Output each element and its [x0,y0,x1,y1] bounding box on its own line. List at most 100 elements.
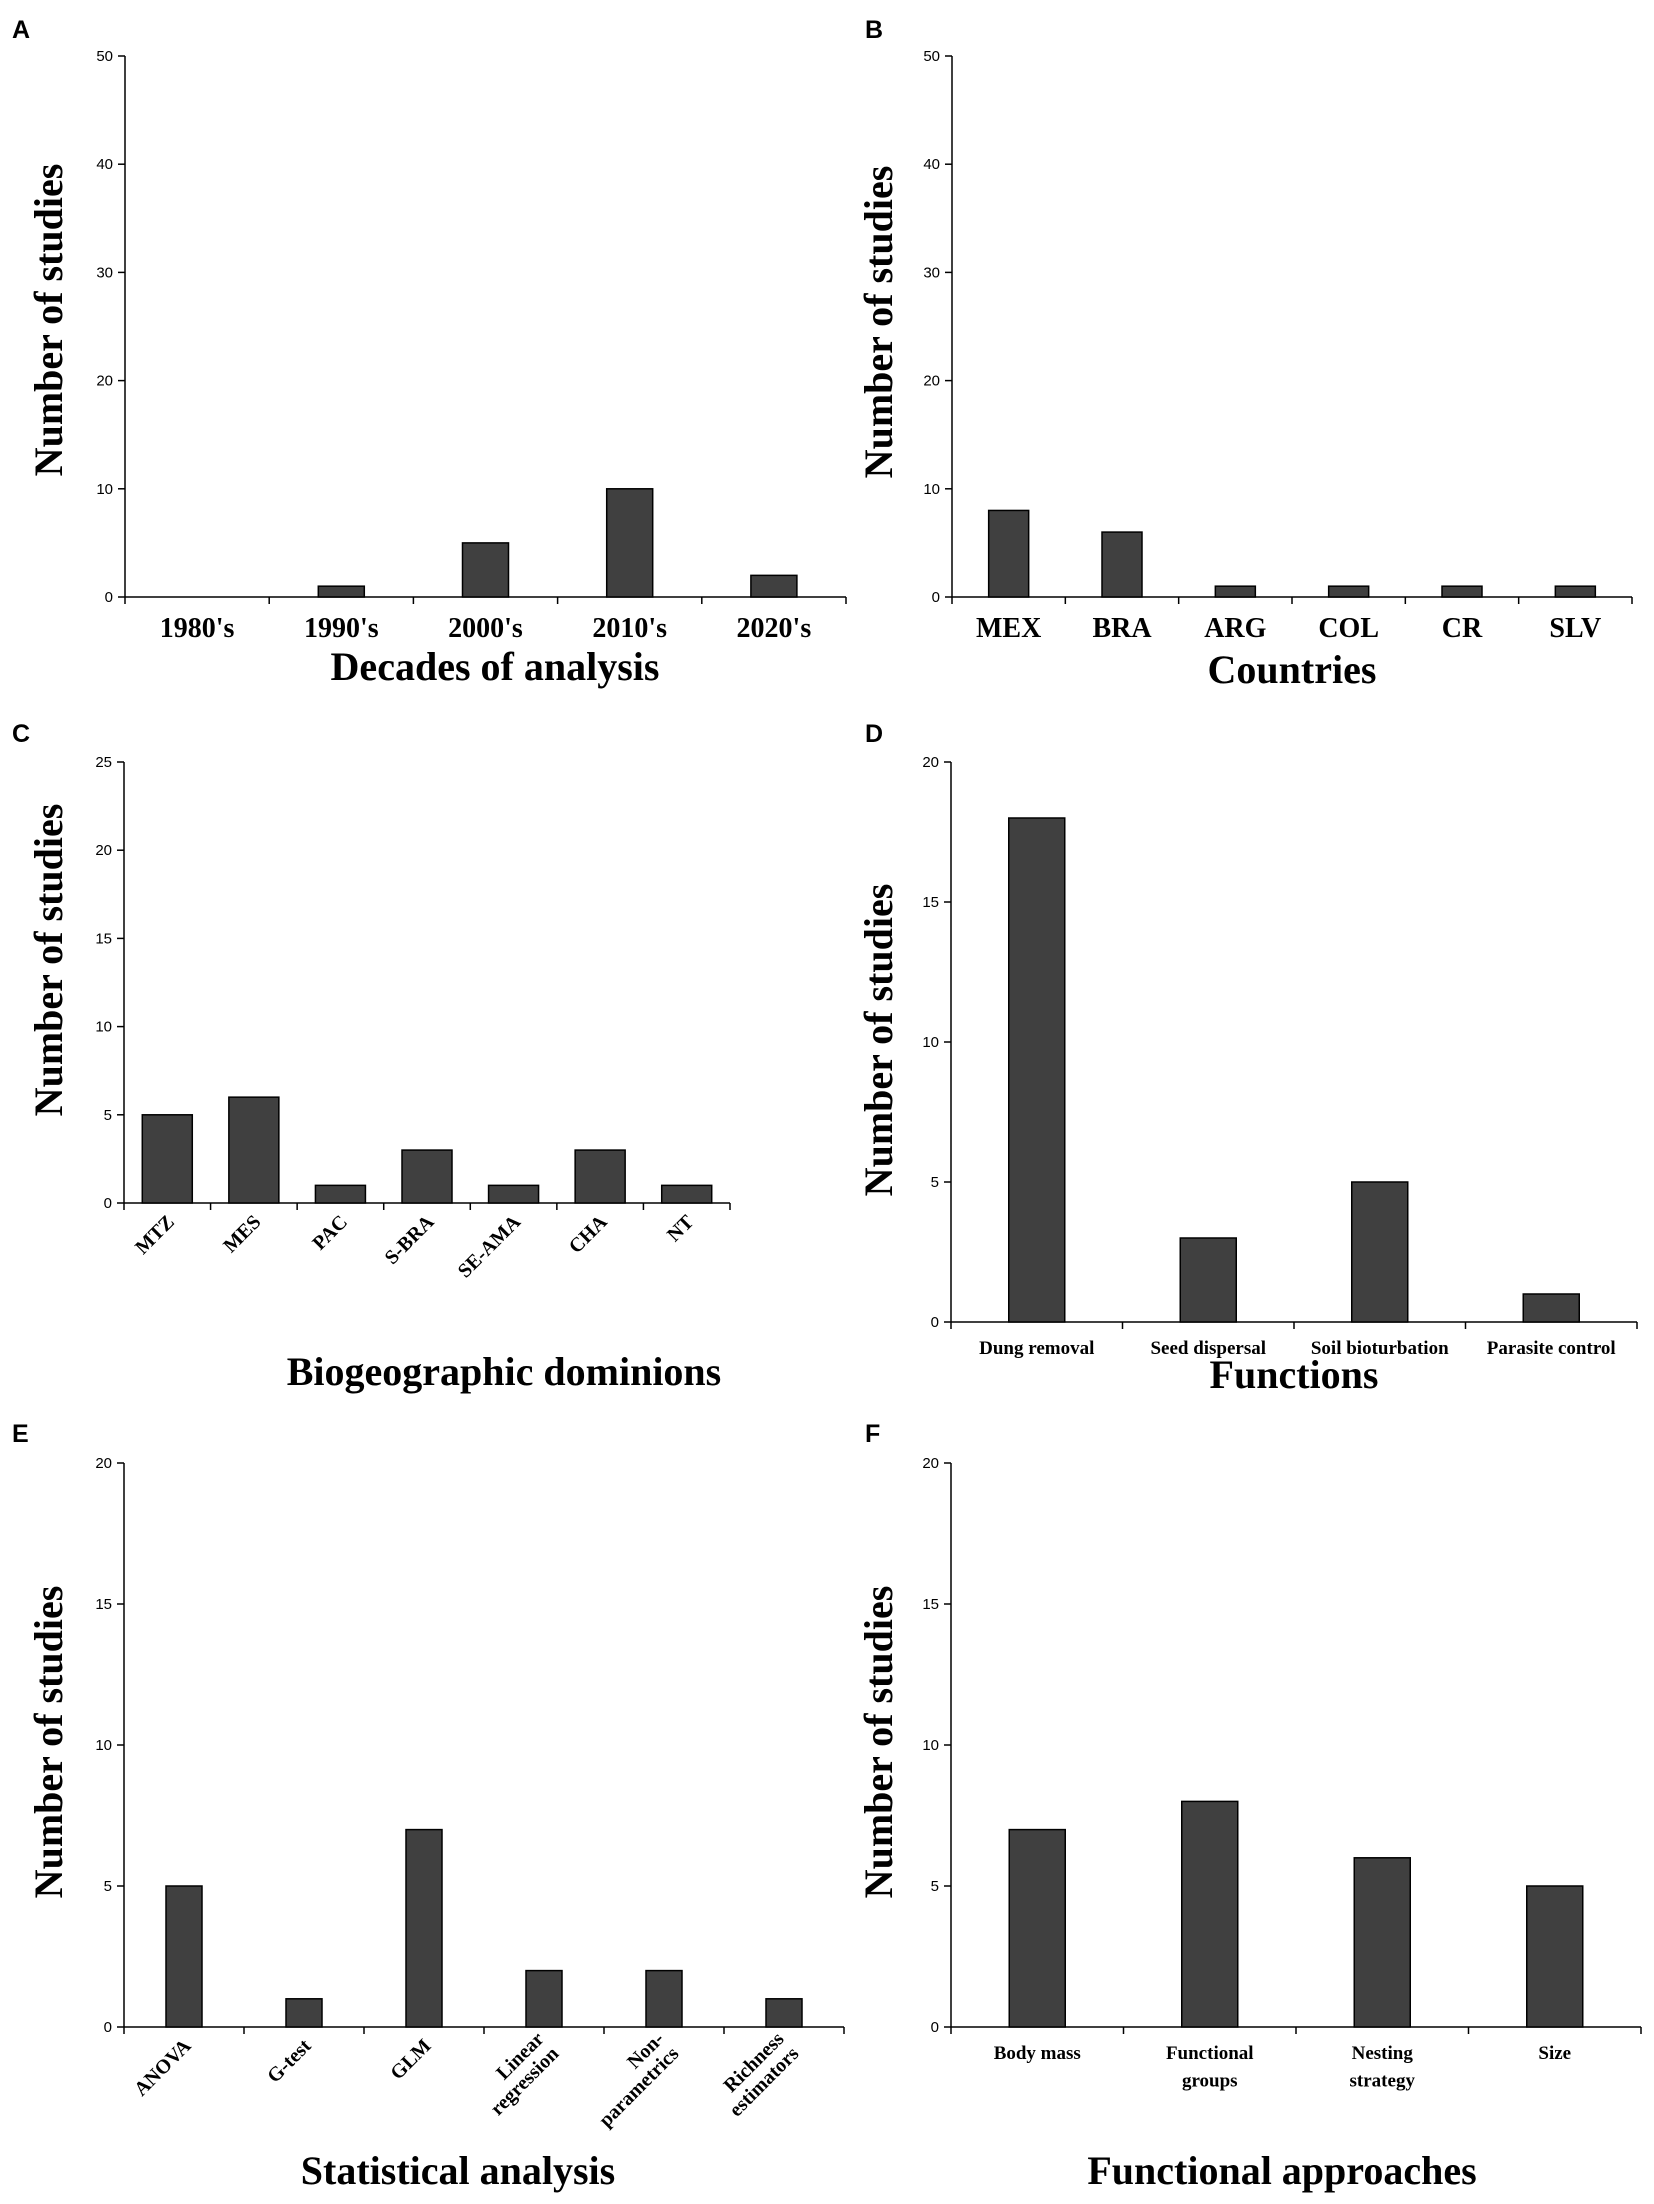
y-axis-title: Number of studies [26,1586,71,1899]
bar [317,585,366,598]
y-tick-label: 5 [104,1878,112,1895]
bar [1101,531,1143,598]
x-tick-label: Dung removal [979,1338,1094,1359]
y-tick-label: 30 [96,264,113,281]
y-tick-label: 0 [932,589,940,606]
y-tick-label: 50 [96,48,113,65]
bar [314,1184,367,1204]
y-tick-label: 30 [923,264,940,281]
x-tick-label: Nesting strategy [1350,2043,1416,2092]
y-tick-label: 0 [105,589,113,606]
panel-c: C 0 5 10 15 20 25 MTZ MES PAC S-BRA SE-AMA CHA NT Biog… [12,720,731,1394]
x-tick-label: Seed dispersal [1150,1338,1266,1359]
y-axis-title: Number of studies [856,166,901,479]
x-tick-label: S-BRA [381,1211,439,1269]
x-tick-label: 1990's [304,613,379,644]
panel-letter: E [12,1420,29,1448]
bar [1554,585,1597,598]
x-axis-title: Statistical analysis [301,2148,615,2193]
x-tick-label: G-test [263,2035,316,2088]
y-tick-label: 10 [95,1737,112,1754]
panel-b: B 0 10 20 30 40 50 MEX BRA ARG COL CR SLV Countries Nu… [856,16,1633,692]
bar [765,1998,803,2028]
y-axis-title: Number of studies [26,804,71,1117]
x-tick-label: Richnessestimators [710,2028,803,2121]
x-tick-label: Soil bioturbation [1311,1338,1449,1359]
y-tick-label: 25 [95,754,112,771]
y-tick-label: 20 [95,1455,112,1472]
bar [987,509,1030,598]
panel-letter: B [865,16,883,44]
bar [660,1184,713,1204]
bar [461,542,510,598]
y-tick-label: 0 [104,1195,112,1212]
bar [1353,1857,1411,2028]
x-tick-label: Parasite control [1487,1338,1616,1359]
bar [645,1969,683,2028]
x-axis-title: Biogeographic dominions [287,1349,722,1394]
bar [141,1114,194,1204]
bar [1179,1237,1237,1323]
x-tick-label: BRA [1092,613,1152,644]
bar [1351,1181,1409,1323]
x-tick-label: PAC [308,1211,352,1255]
y-axis-title: Number of studies [26,164,71,477]
x-tick-label: CHA [565,1211,612,1258]
bar [1008,817,1066,1323]
y-tick-label: 15 [95,1596,112,1613]
x-tick-label: CR [1442,613,1483,644]
y-tick-label: 40 [96,156,113,173]
y-tick-label: 50 [923,48,940,65]
y-tick-label: 10 [96,481,113,498]
y-tick-label: 15 [95,930,112,947]
bar [165,1885,203,2028]
bar [285,1998,323,2028]
x-tick-label: 2010's [592,613,667,644]
x-tick-label: Functional groups [1166,2043,1254,2092]
x-axis-title: Decades of analysis [331,644,660,689]
panel-a: A 0 10 20 30 40 50 1980's 1990's 2000's 2010's 2020… [12,16,847,689]
y-tick-label: 5 [104,1107,112,1124]
y-tick-label: 0 [931,2019,939,2036]
x-tick-label: Non-parametrics [580,2028,684,2132]
bar [525,1969,563,2028]
y-axis-title: Number of studies [856,884,901,1197]
panel-f: F 0 5 10 15 20 Body mass Functional groups Nestin… [856,1420,1642,2193]
bar [1526,1885,1584,2028]
y-tick-label: 5 [931,1878,939,1895]
x-tick-label: MEX [976,613,1041,644]
x-tick-label: Linearregression [471,2028,563,2120]
bar [401,1149,453,1204]
x-tick-label: 2000's [448,613,523,644]
x-tick-label: NT [663,1211,699,1247]
y-tick-label: 10 [95,1019,112,1036]
x-tick-label: ANOVA [130,2035,196,2101]
x-tick-label: ARG [1204,613,1266,644]
bar [750,574,798,598]
bar [574,1149,626,1204]
y-tick-label: 20 [95,842,112,859]
x-tick-label: COL [1318,613,1379,644]
bar [405,1828,443,2028]
x-axis-title: Functional approaches [1087,2148,1476,2193]
y-tick-label: 40 [923,156,940,173]
panel-letter: D [865,720,883,748]
bar [1181,1800,1239,2028]
y-tick-label: 20 [922,1455,939,1472]
x-tick-label: 2020's [737,613,812,644]
y-tick-label: 0 [931,1314,939,1331]
y-tick-label: 15 [922,894,939,911]
x-axis-title: Countries [1208,647,1377,692]
y-tick-label: 20 [96,373,113,390]
bar [1522,1293,1580,1323]
bar [228,1096,280,1204]
bar [605,488,654,598]
x-axis-title: Functions [1210,1352,1379,1397]
y-tick-label: 10 [922,1034,939,1051]
panel-letter: A [12,16,30,44]
bar [487,1184,540,1204]
y-tick-label: 0 [104,2019,112,2036]
y-axis-title: Number of studies [856,1586,901,1899]
y-tick-label: 20 [923,373,940,390]
